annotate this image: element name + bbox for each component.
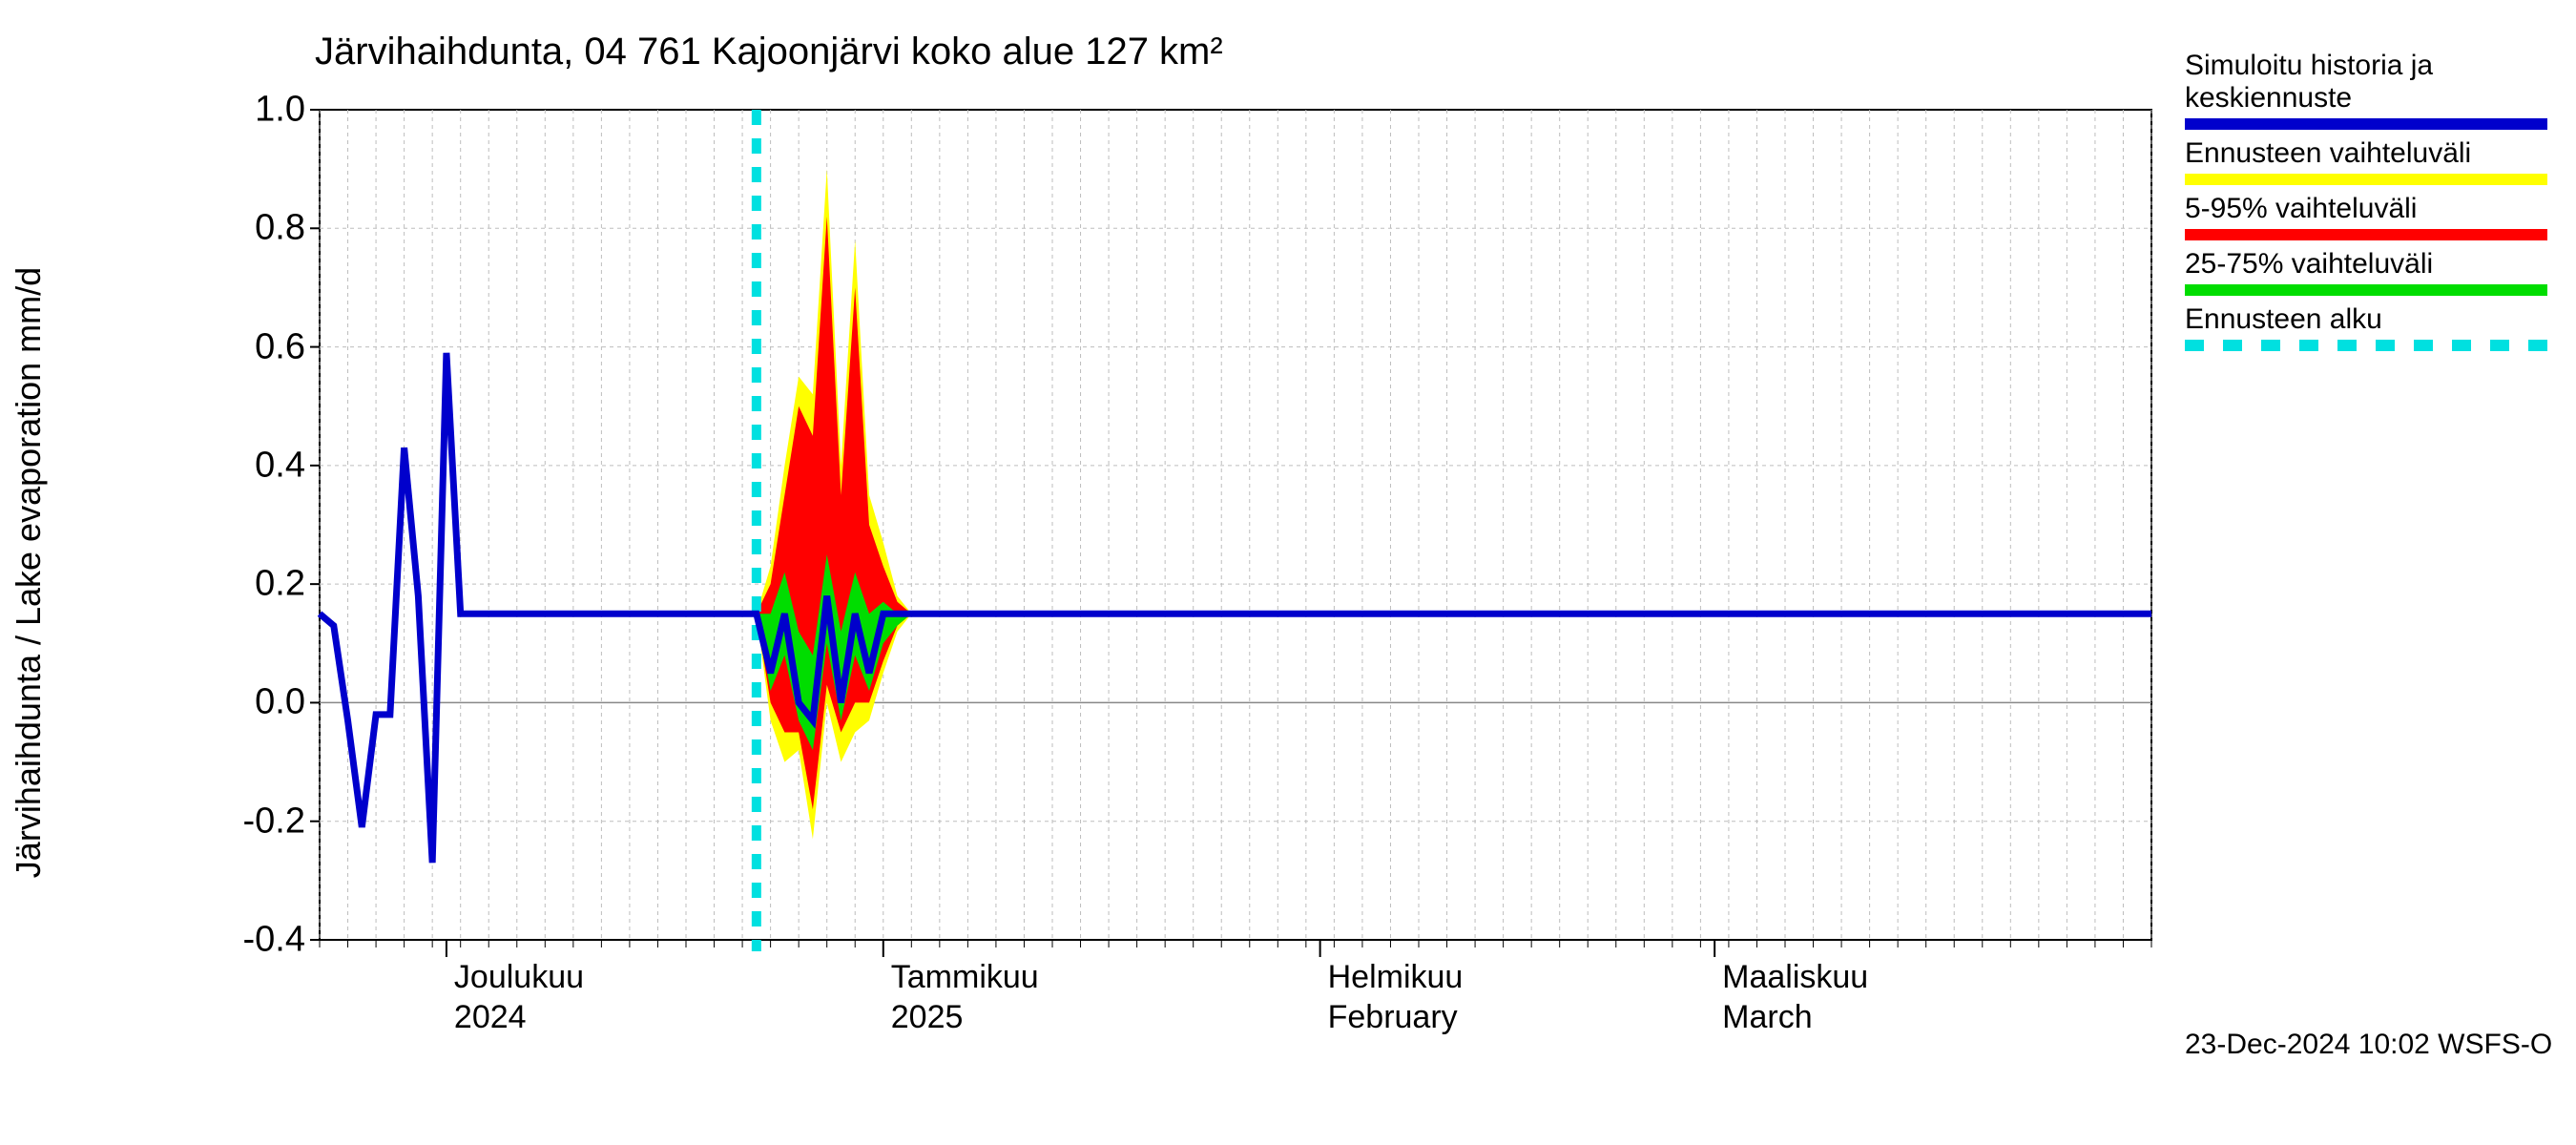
legend-item: 25-75% vaihteluväli — [2185, 248, 2547, 296]
y-tick-label: -0.2 — [191, 801, 305, 842]
x-month-sublabel: March — [1722, 999, 1812, 1036]
legend-item: Ennusteen vaihteluväli — [2185, 137, 2547, 185]
legend: Simuloitu historia jakeskiennuste Ennuste… — [2185, 50, 2547, 359]
y-tick-label: -0.4 — [191, 920, 305, 961]
legend-swatch — [2185, 340, 2547, 351]
footer-timestamp: 23-Dec-2024 10:02 WSFS-O — [2185, 1029, 2552, 1061]
plot-area — [320, 110, 2151, 940]
y-tick-label: 0.4 — [191, 445, 305, 486]
y-tick-label: 1.0 — [191, 90, 305, 131]
y-tick-label: 0.8 — [191, 208, 305, 249]
y-tick-label: 0.2 — [191, 564, 305, 605]
chart-title: Järvihaihdunta, 04 761 Kajoonjärvi koko … — [315, 31, 1223, 73]
x-month-sublabel: February — [1328, 999, 1458, 1036]
legend-swatch — [2185, 118, 2547, 130]
legend-label: Ennusteen alku — [2185, 303, 2547, 336]
x-month-label: Joulukuu — [454, 959, 584, 996]
x-month-label: Maaliskuu — [1722, 959, 1868, 996]
legend-label: 25-75% vaihteluväli — [2185, 248, 2547, 281]
x-month-sublabel: 2025 — [891, 999, 964, 1036]
y-tick-label: 0.6 — [191, 326, 305, 367]
legend-swatch — [2185, 284, 2547, 296]
legend-label: keskiennuste — [2185, 82, 2547, 114]
legend-item: 5-95% vaihteluväli — [2185, 193, 2547, 240]
chart-container: Järvihaihdunta, 04 761 Kajoonjärvi koko … — [0, 0, 2576, 1145]
y-tick-label: 0.0 — [191, 682, 305, 723]
legend-label: Simuloitu historia ja — [2185, 50, 2547, 82]
legend-item: Simuloitu historia jakeskiennuste — [2185, 50, 2547, 130]
legend-swatch — [2185, 229, 2547, 240]
x-month-label: Tammikuu — [891, 959, 1039, 996]
x-month-sublabel: 2024 — [454, 999, 527, 1036]
y-axis-label: Järvihaihdunta / Lake evaporation mm/d — [9, 267, 49, 878]
x-month-label: Helmikuu — [1328, 959, 1464, 996]
legend-item: Ennusteen alku — [2185, 303, 2547, 351]
legend-swatch — [2185, 174, 2547, 185]
legend-label: 5-95% vaihteluväli — [2185, 193, 2547, 225]
legend-label: Ennusteen vaihteluväli — [2185, 137, 2547, 170]
